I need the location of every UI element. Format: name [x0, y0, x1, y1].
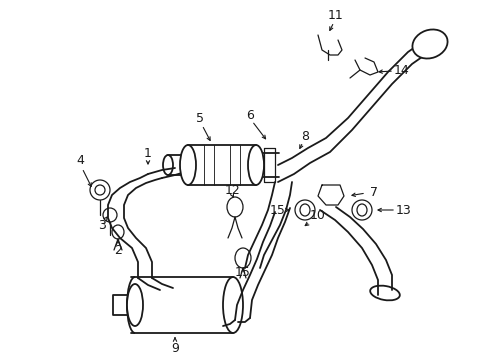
- Text: 13: 13: [395, 203, 411, 216]
- Text: 8: 8: [301, 130, 308, 143]
- Text: 15: 15: [269, 203, 285, 216]
- Text: 5: 5: [196, 112, 203, 125]
- Text: 9: 9: [171, 342, 179, 355]
- Text: 11: 11: [327, 9, 343, 22]
- Text: 15: 15: [235, 266, 250, 279]
- Text: 6: 6: [245, 108, 253, 122]
- Ellipse shape: [247, 145, 264, 185]
- Ellipse shape: [411, 30, 447, 59]
- Text: 14: 14: [393, 63, 409, 77]
- Ellipse shape: [127, 284, 142, 326]
- Text: 10: 10: [309, 208, 325, 221]
- Text: 3: 3: [98, 219, 106, 231]
- Text: 1: 1: [144, 147, 152, 159]
- Text: 4: 4: [76, 153, 84, 166]
- Text: 12: 12: [224, 184, 241, 197]
- Ellipse shape: [180, 145, 196, 185]
- Text: 2: 2: [114, 243, 122, 257]
- Text: 7: 7: [369, 185, 377, 198]
